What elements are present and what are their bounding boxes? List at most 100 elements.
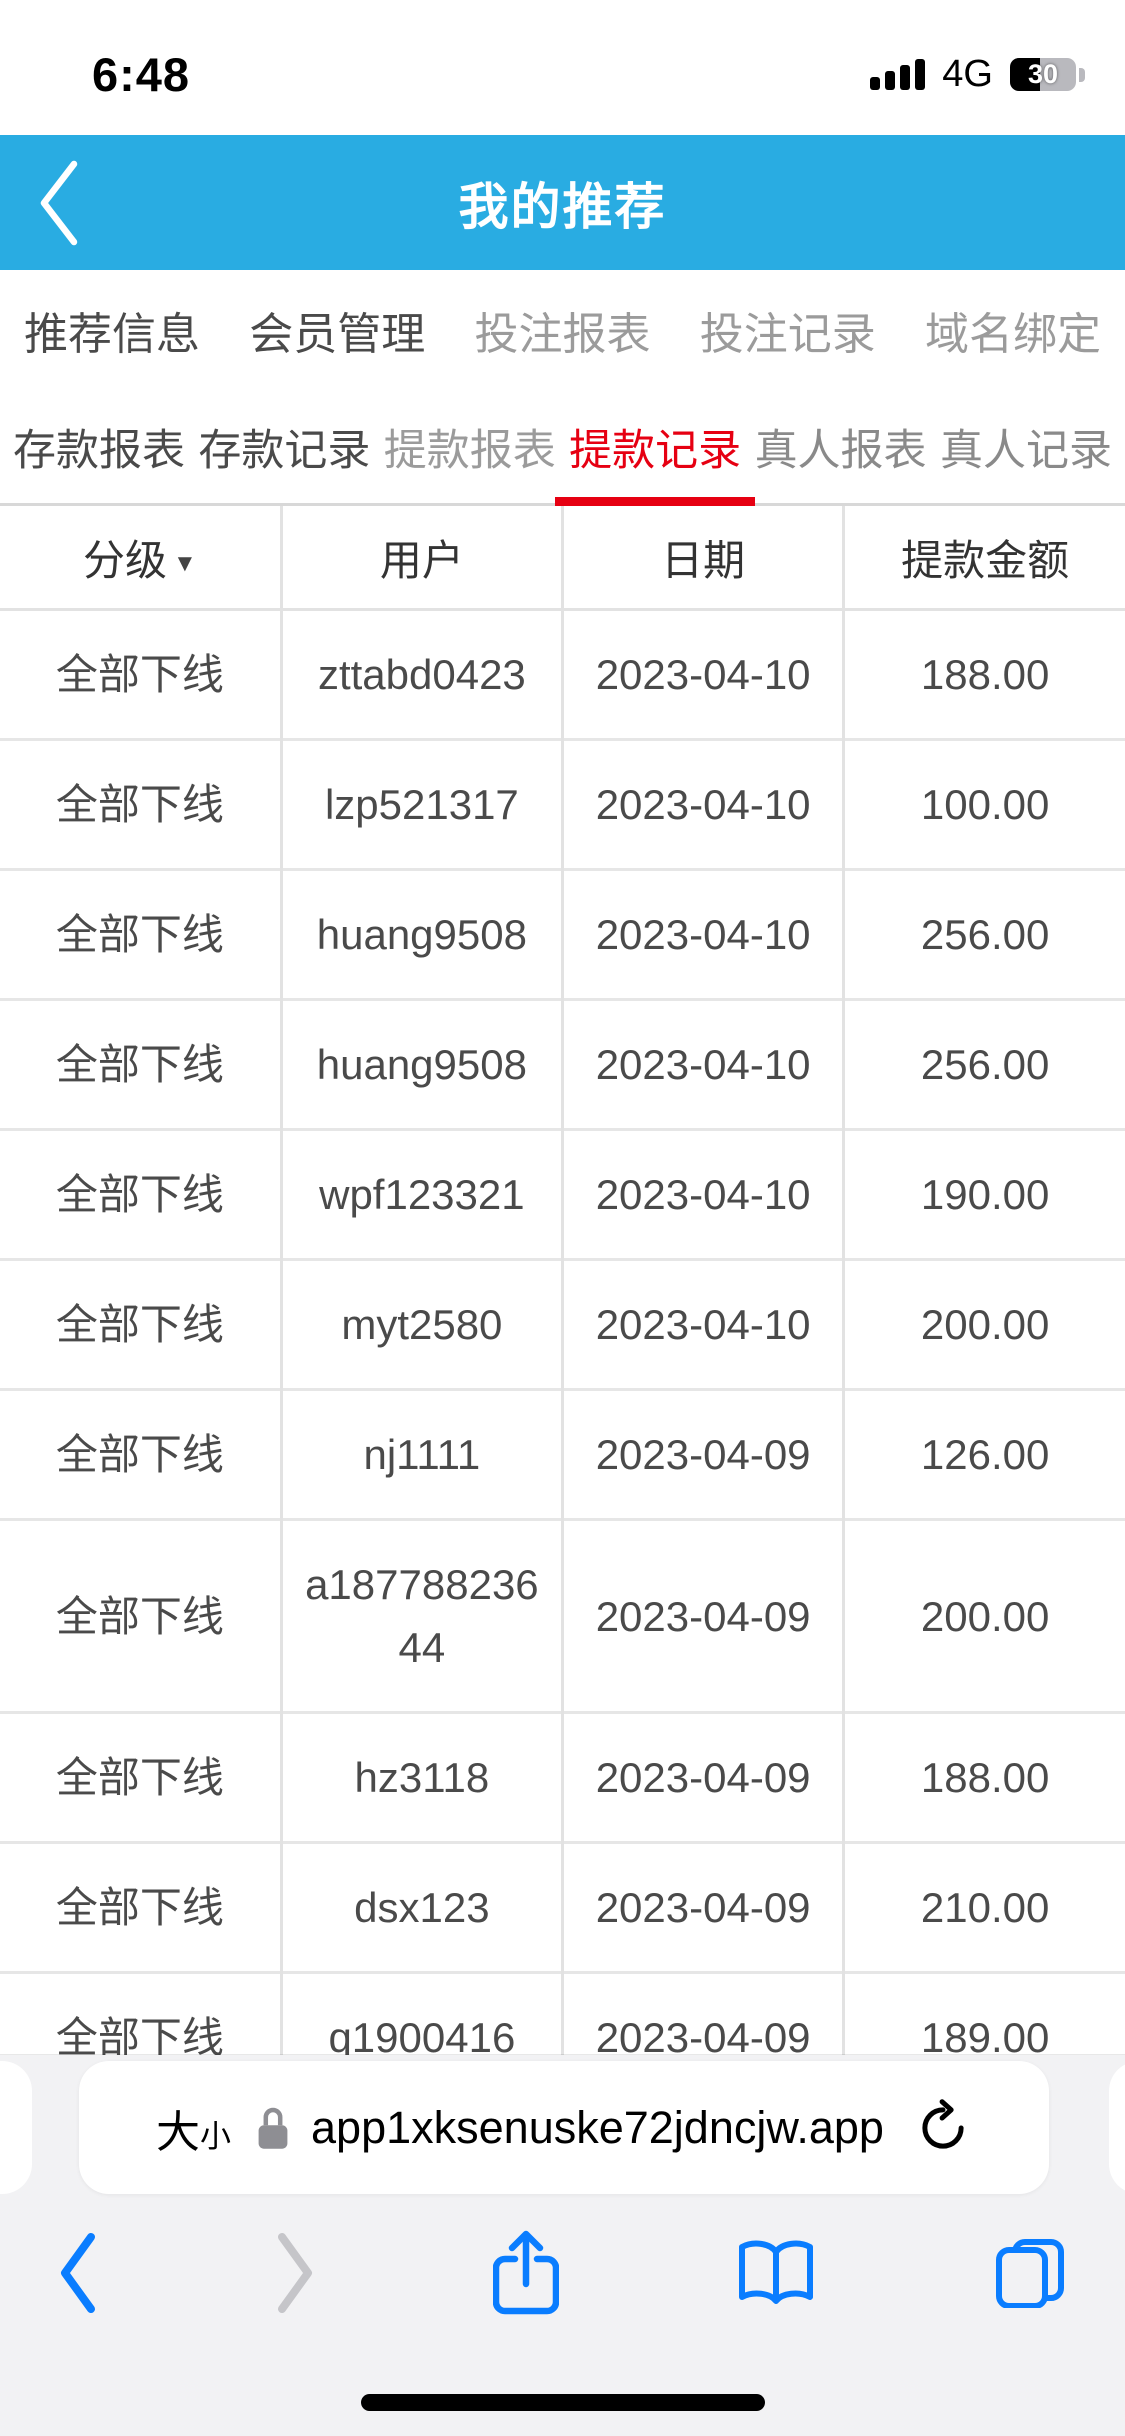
cell-user: hz3118 [281,1712,565,1843]
adjacent-tab-stub-left[interactable] [0,2061,32,2194]
table-row: 全部下线 hz3118 2023-04-09 188.00 [0,1712,1125,1843]
bookmarks-button[interactable] [736,2239,816,2307]
col-header-level[interactable]: 分级 ▼ [0,506,283,611]
cell-amount: 256.00 [920,1041,1050,1088]
cell-user: wpf123321 [281,1129,565,1260]
tab-live-records[interactable]: 真人记录 [939,426,1112,475]
battery-icon: 30 [1010,58,1085,91]
cell-amount: 189.00 [920,2014,1050,2061]
cell-amount: 210.00 [920,1884,1050,1931]
cell-level: 全部下线 [0,999,283,1130]
tab-bet-records[interactable]: 投注记录 [699,310,876,359]
cellular-signal-icon [870,59,926,90]
book-icon [738,2240,813,2304]
tab-domain-binding[interactable]: 域名绑定 [925,310,1101,359]
chevron-left-icon [40,160,78,245]
tab-withdraw-report[interactable]: 提款报表 [383,426,556,475]
cell-date: 2023-04-09 [562,1389,846,1520]
browser-toolbar [0,2225,1125,2321]
address-bar[interactable]: 大小 app1xksenuske72jdncjw.app [79,2061,1049,2194]
reload-button[interactable] [914,2098,972,2157]
tab-deposit-records[interactable]: 存款记录 [198,426,371,475]
cell-level: 全部下线 [0,1519,283,1713]
cell-amount: 190.00 [920,1171,1050,1218]
cell-user: lzp521317 [281,739,565,870]
tabs-icon [996,2239,1064,2309]
browser-back-button[interactable] [58,2231,98,2315]
url-text: app1xksenuske72jdncjw.app [311,2101,884,2153]
text-size-small-label: 小 [200,2118,232,2154]
col-header-date: 日期 [562,506,846,611]
cell-amount: 200.00 [920,1301,1050,1348]
back-button[interactable] [36,159,82,247]
withdraw-records-table: 分级 ▼ 用户 日期 提款金额 全部下线 zttabd0423 2023-04-1… [0,506,1125,2104]
cell-user: nj1111 [281,1389,565,1520]
text-size-button[interactable]: 大小 [156,2096,231,2160]
cell-level: 全部下线 [0,1259,283,1390]
table-row: 全部下线 myt2580 2023-04-10 200.00 [0,1259,1125,1390]
cell-amount: 188.00 [920,1754,1050,1801]
cell-date: 2023-04-10 [562,1129,846,1260]
cell-level: 全部下线 [0,1129,283,1260]
cell-amount: 126.00 [920,1431,1050,1478]
table-row: 全部下线 huang9508 2023-04-10 256.00 [0,869,1125,1000]
secondary-tab-bar: 存款报表 存款记录 提款报表 提款记录 真人报表 真人记录 [0,390,1125,506]
cell-date: 2023-04-09 [562,1712,846,1843]
table-row: 全部下线 huang9508 2023-04-10 256.00 [0,999,1125,1130]
cell-user: zttabd0423 [281,609,565,740]
tab-deposit-report[interactable]: 存款报表 [13,426,185,475]
cell-user: huang9508 [281,999,565,1130]
safari-bottom-bar: 大小 app1xksenuske72jdncjw.app [0,2055,1125,2436]
tab-withdraw-records-active[interactable]: 提款记录 [555,390,756,506]
cell-level: 全部下线 [0,869,283,1000]
tabs-button[interactable] [993,2238,1067,2309]
col-header-user: 用户 [281,506,565,611]
cell-date: 2023-04-10 [562,739,846,870]
tab-member-management[interactable]: 会员管理 [249,310,426,359]
cell-user: myt2580 [281,1259,565,1390]
cell-level: 全部下线 [0,1389,283,1520]
cell-date: 2023-04-10 [562,869,846,1000]
cell-user: a18778823644 [281,1519,565,1713]
col-header-amount: 提款金额 [843,506,1125,611]
table-row: 全部下线 a18778823644 2023-04-09 200.00 [0,1519,1125,1713]
share-button[interactable] [492,2228,559,2318]
battery-cap [1079,67,1085,82]
battery-fill [1010,58,1040,91]
adjacent-tab-stub-right[interactable] [1109,2061,1125,2194]
reload-icon [922,2098,964,2149]
table-row: 全部下线 nj1111 2023-04-09 126.00 [0,1389,1125,1520]
cell-amount: 100.00 [920,781,1050,828]
lock-icon [255,2103,291,2153]
sort-down-icon: ▼ [173,549,197,577]
cell-date: 2023-04-09 [562,1842,846,1973]
page-title: 我的推荐 [458,178,667,235]
cell-date: 2023-04-10 [562,1259,846,1390]
table-row: 全部下线 dsx123 2023-04-09 210.00 [0,1842,1125,1973]
status-icons: 4G 30 [870,53,1085,96]
cell-level: 全部下线 [0,739,283,870]
status-bar: 6:48 4G 30 [0,0,1125,135]
cell-amount: 188.00 [920,651,1050,698]
cell-date: 2023-04-10 [562,609,846,740]
table-row: 全部下线 lzp521317 2023-04-10 100.00 [0,739,1125,870]
primary-tab-bar: 推荐信息 会员管理 投注报表 投注记录 域名绑定 [0,270,1125,390]
text-size-big-label: 大 [156,2107,201,2157]
battery-percent-label: 30 [1027,59,1059,89]
cell-level: 全部下线 [0,609,283,740]
tab-referral-info[interactable]: 推荐信息 [24,310,200,359]
home-indicator[interactable] [360,2394,765,2411]
cell-level: 全部下线 [0,1842,283,1973]
chevron-left-icon [61,2233,95,2313]
browser-forward-button[interactable] [275,2231,315,2315]
tab-bet-report[interactable]: 投注报表 [474,310,651,359]
app-header: 我的推荐 [0,135,1125,270]
chevron-right-icon [278,2233,313,2313]
table-header-row: 分级 ▼ 用户 日期 提款金额 [0,506,1125,611]
tab-live-report[interactable]: 真人报表 [754,426,927,475]
cell-date: 2023-04-09 [562,1519,846,1713]
cell-user: dsx123 [281,1842,565,1973]
cell-user: huang9508 [281,869,565,1000]
network-type-label: 4G [942,53,993,95]
